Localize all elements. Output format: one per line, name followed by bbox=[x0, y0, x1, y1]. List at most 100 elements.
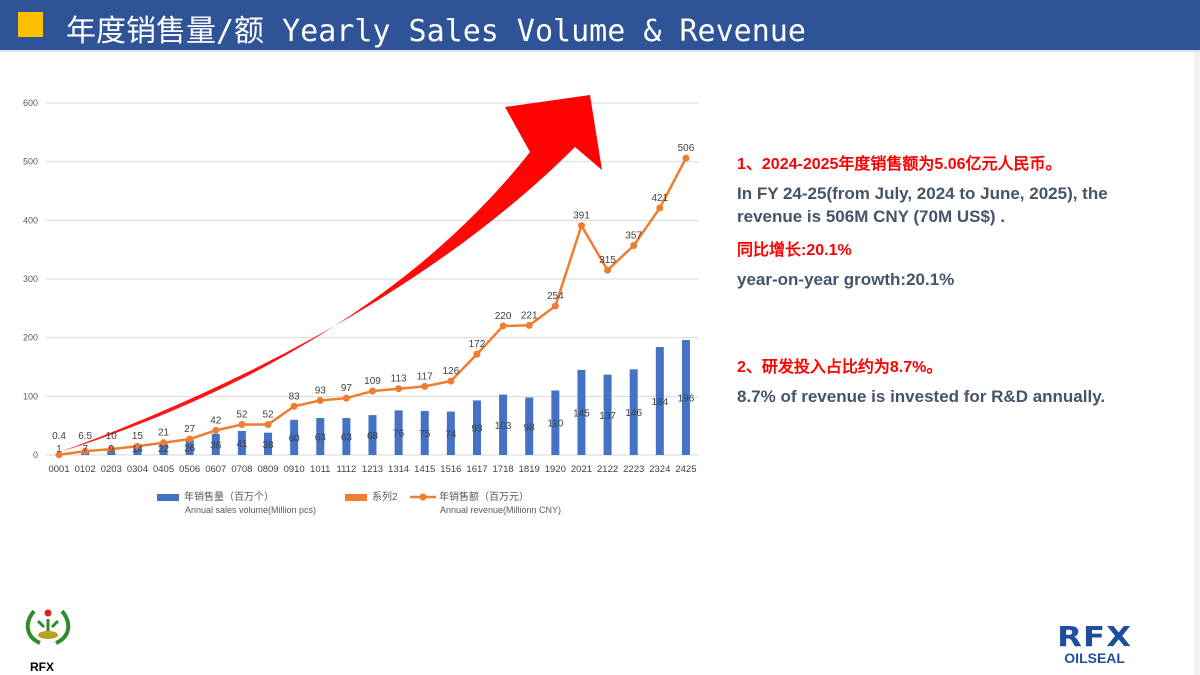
y-tick-label: 400 bbox=[23, 215, 38, 225]
y-tick-label: 600 bbox=[23, 98, 38, 108]
line-data-label: 0.4 bbox=[52, 431, 66, 442]
x-tick-label: 1617 bbox=[466, 464, 487, 475]
x-tick-label: 2223 bbox=[623, 464, 644, 475]
bar-data-label: 196 bbox=[678, 394, 695, 405]
bar-data-label: 76 bbox=[393, 429, 405, 440]
bar-data-label: 93 bbox=[471, 424, 483, 435]
revenue-point bbox=[369, 387, 376, 395]
y-tick-label: 300 bbox=[23, 274, 38, 284]
bar bbox=[499, 394, 508, 455]
revenue-point bbox=[264, 420, 272, 428]
x-tick-label: 0809 bbox=[257, 464, 278, 475]
revenue-point bbox=[81, 447, 89, 455]
bar bbox=[551, 390, 560, 455]
legend-label: 系列2 bbox=[372, 492, 398, 503]
line-data-label: 42 bbox=[210, 415, 222, 426]
bar bbox=[237, 430, 246, 455]
note-growth-cn: 同比增长:20.1% bbox=[737, 242, 852, 259]
bar-data-label: 75 bbox=[419, 429, 431, 440]
bar bbox=[681, 340, 690, 455]
revenue-point bbox=[525, 321, 533, 329]
laurel-emblem-icon bbox=[25, 609, 71, 645]
line-data-label: 6.5 bbox=[78, 431, 92, 442]
revenue-point bbox=[421, 382, 429, 390]
bar-data-label: 26 bbox=[184, 443, 196, 454]
line-data-label: 220 bbox=[495, 311, 512, 322]
bar-data-label: 63 bbox=[341, 433, 353, 444]
legend-label: 年销售额（百万元） bbox=[439, 492, 529, 503]
revenue-point bbox=[551, 302, 559, 310]
bar-data-label: 41 bbox=[236, 439, 248, 450]
revenue-point bbox=[212, 426, 220, 434]
x-tick-label: 1213 bbox=[362, 464, 383, 475]
line-data-label: 21 bbox=[158, 428, 170, 439]
x-tick-label: 2122 bbox=[597, 464, 618, 475]
revenue-point bbox=[186, 435, 194, 443]
legend-sales-volume: 年销售量（百万个） Annual sales volume(Million pc… bbox=[157, 488, 316, 515]
x-tick-label: 0506 bbox=[179, 464, 200, 475]
note-revenue-cn: 1、2024-2025年度销售额为5.06亿元人民币。 bbox=[737, 156, 1062, 173]
bar-data-label: 38 bbox=[262, 440, 274, 451]
bar bbox=[603, 374, 612, 455]
bar bbox=[342, 418, 351, 455]
x-tick-label: 0001 bbox=[48, 464, 69, 475]
x-tick-label: 0304 bbox=[127, 464, 148, 475]
revenue-point bbox=[604, 266, 612, 274]
bar bbox=[264, 432, 273, 455]
bar-data-label: 9 bbox=[109, 444, 115, 455]
logo-rfx-text: RFX bbox=[1057, 620, 1133, 653]
bar-data-label: 98 bbox=[524, 422, 536, 433]
y-tick-label: 100 bbox=[23, 391, 38, 401]
line-data-label: 10 bbox=[106, 431, 118, 442]
logo-oilseal-text: OILSEAL bbox=[1064, 650, 1125, 666]
bar-data-label: 7 bbox=[82, 444, 88, 455]
x-tick-label: 0607 bbox=[205, 464, 226, 475]
revenue-point bbox=[682, 154, 690, 162]
x-tick-label: 1819 bbox=[519, 464, 540, 475]
bar bbox=[316, 418, 325, 455]
logo-text: RFX bbox=[30, 660, 54, 674]
x-tick-label: 1011 bbox=[310, 464, 330, 475]
line-data-label: 391 bbox=[573, 211, 590, 222]
page-title: 年度销售量/额 Yearly Sales Volume & Revenue bbox=[66, 14, 806, 49]
bar-data-label: 137 bbox=[599, 411, 616, 422]
revenue-point bbox=[55, 451, 63, 459]
bar bbox=[159, 442, 168, 455]
bar-data-label: 14 bbox=[132, 444, 144, 455]
x-tick-label: 1516 bbox=[440, 464, 461, 475]
line-data-label: 315 bbox=[599, 255, 616, 266]
line-data-label: 506 bbox=[678, 143, 695, 154]
bar bbox=[211, 433, 220, 455]
legend-label-en: Annual sales volume(Million pcs) bbox=[185, 505, 317, 515]
bar bbox=[133, 446, 142, 455]
bar-data-label: 146 bbox=[625, 408, 642, 419]
x-tick-label: 1920 bbox=[545, 464, 566, 475]
note-growth-en: year-on-year growth:20.1% bbox=[737, 270, 955, 289]
legend-revenue: 年销售额（百万元） Annual revenue(Millionn CNY) bbox=[410, 488, 561, 515]
revenue-point bbox=[133, 442, 141, 450]
line-data-label: 421 bbox=[651, 193, 668, 204]
x-tick-label: 0708 bbox=[231, 464, 252, 475]
revenue-point bbox=[160, 439, 168, 447]
bar-data-label: 110 bbox=[547, 419, 563, 430]
header-bar: 年度销售量/额 Yearly Sales Volume & Revenue bbox=[0, 0, 1200, 50]
line-data-label: 52 bbox=[262, 409, 274, 420]
x-tick-label: 1415 bbox=[414, 464, 435, 475]
line-data-label: 357 bbox=[625, 231, 642, 242]
bar-data-label: 68 bbox=[367, 431, 379, 442]
bar-data-label: 63 bbox=[315, 433, 327, 444]
revenue-point bbox=[630, 242, 638, 250]
bar bbox=[629, 369, 638, 455]
x-tick-label: 0405 bbox=[153, 464, 174, 475]
bar-data-label: 184 bbox=[651, 397, 668, 408]
revenue-line bbox=[58, 157, 688, 457]
bar-data-label: 22 bbox=[158, 444, 170, 455]
bar bbox=[368, 415, 377, 455]
bar bbox=[577, 369, 586, 455]
bar bbox=[655, 347, 664, 455]
revenue-point bbox=[656, 204, 664, 212]
revenue-point bbox=[107, 445, 115, 453]
sales-chart: 0 100 200 300 400 500 600 0001 0102 0203 0304 0405 0… bbox=[23, 95, 699, 475]
revenue-point bbox=[447, 377, 455, 385]
line-data-label: 27 bbox=[184, 424, 196, 435]
